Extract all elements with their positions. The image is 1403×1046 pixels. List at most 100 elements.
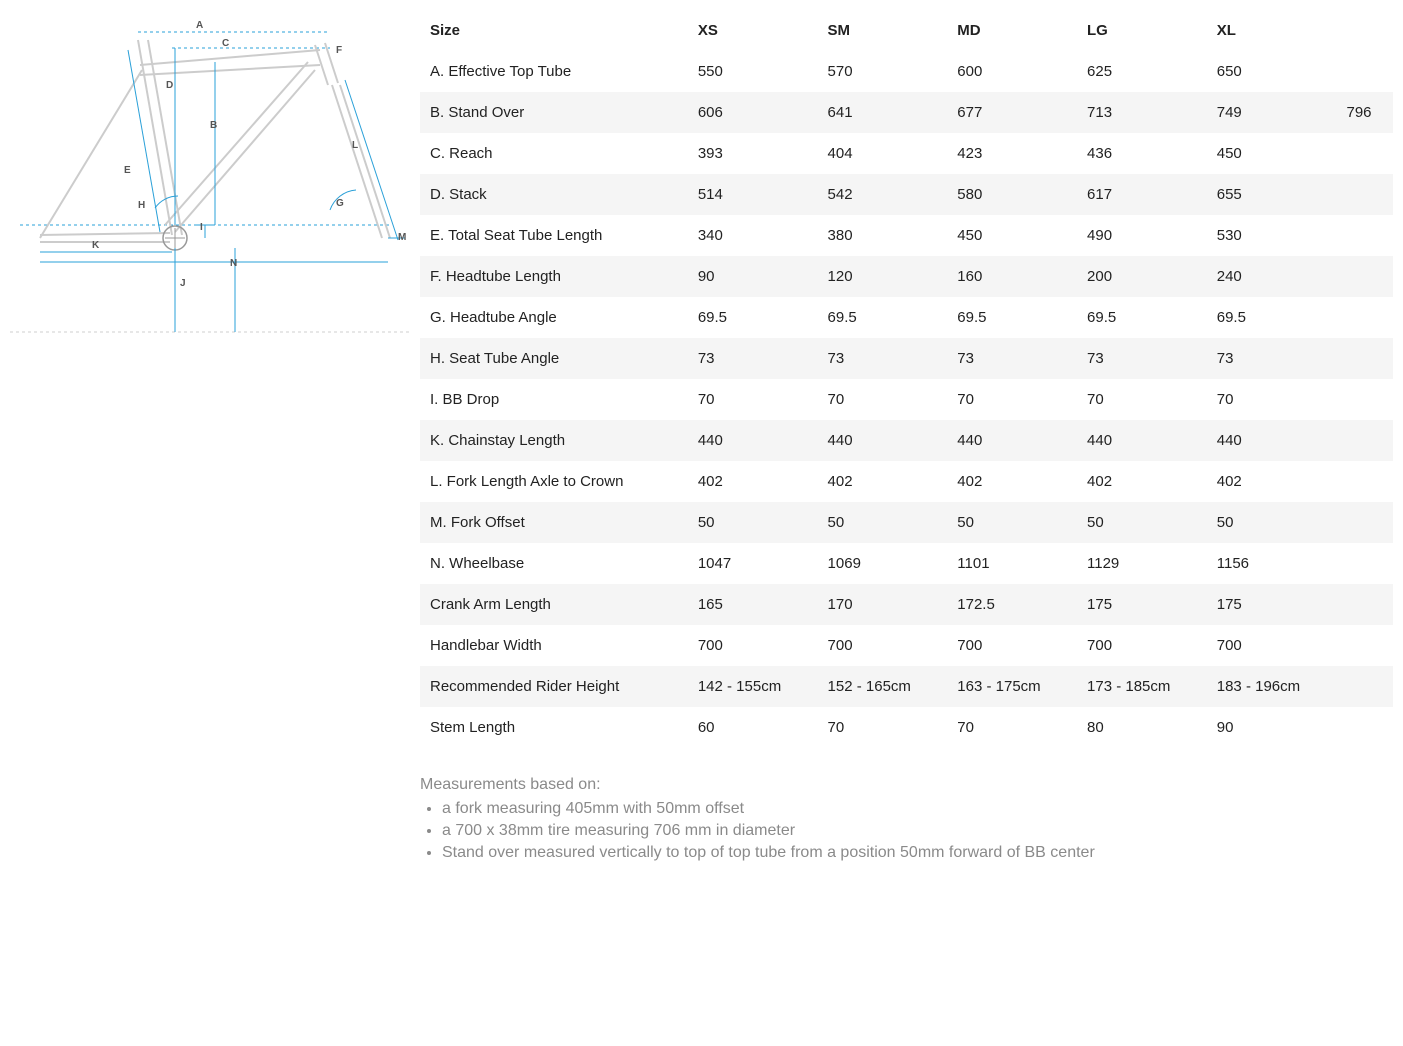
table-cell: 1069 <box>818 543 948 584</box>
table-cell <box>1336 707 1393 748</box>
table-cell: 70 <box>1077 379 1207 420</box>
table-cell: 120 <box>818 256 948 297</box>
table-cell: F. Headtube Length <box>420 256 688 297</box>
table-cell: 542 <box>818 174 948 215</box>
table-cell: 402 <box>688 461 818 502</box>
table-cell: 380 <box>818 215 948 256</box>
table-cell <box>1336 502 1393 543</box>
diagram-label-D: D <box>166 80 173 91</box>
table-cell: 70 <box>947 379 1077 420</box>
table-cell: 530 <box>1207 215 1337 256</box>
table-cell: Handlebar Width <box>420 625 688 666</box>
table-cell: M. Fork Offset <box>420 502 688 543</box>
table-cell: 172.5 <box>947 584 1077 625</box>
table-row: Recommended Rider Height142 - 155cm152 -… <box>420 666 1393 707</box>
col-lg: LG <box>1077 10 1207 51</box>
table-cell <box>1336 379 1393 420</box>
table-cell: 700 <box>688 625 818 666</box>
table-cell: 69.5 <box>947 297 1077 338</box>
table-row: Handlebar Width700700700700700 <box>420 625 1393 666</box>
table-row: C. Reach393404423436450 <box>420 133 1393 174</box>
table-cell: 570 <box>818 51 948 92</box>
table-cell: I. BB Drop <box>420 379 688 420</box>
table-cell: 73 <box>1207 338 1337 379</box>
table-cell <box>1336 543 1393 584</box>
table-cell: C. Reach <box>420 133 688 174</box>
table-row: D. Stack514542580617655 <box>420 174 1393 215</box>
table-row: H. Seat Tube Angle7373737373 <box>420 338 1393 379</box>
table-cell: 713 <box>1077 92 1207 133</box>
table-cell: 749 <box>1207 92 1337 133</box>
table-cell: K. Chainstay Length <box>420 420 688 461</box>
diagram-label-N: N <box>230 258 237 269</box>
table-cell: 402 <box>947 461 1077 502</box>
table-cell <box>1336 256 1393 297</box>
table-cell: 580 <box>947 174 1077 215</box>
diagram-label-F: F <box>336 45 342 56</box>
table-cell: 70 <box>947 707 1077 748</box>
measurement-notes: Measurements based on: a fork measuring … <box>420 776 1393 862</box>
table-row: F. Headtube Length90120160200240 <box>420 256 1393 297</box>
table-cell: 163 - 175cm <box>947 666 1077 707</box>
frame-diagram-svg <box>10 10 410 340</box>
table-cell: 393 <box>688 133 818 174</box>
diagram-label-E: E <box>124 165 131 176</box>
table-cell: 440 <box>818 420 948 461</box>
table-cell: 160 <box>947 256 1077 297</box>
table-cell: 700 <box>1077 625 1207 666</box>
table-cell: 625 <box>1077 51 1207 92</box>
table-row: K. Chainstay Length440440440440440 <box>420 420 1393 461</box>
table-row: G. Headtube Angle69.569.569.569.569.5 <box>420 297 1393 338</box>
table-cell: 402 <box>818 461 948 502</box>
table-cell: 152 - 165cm <box>818 666 948 707</box>
table-cell <box>1336 420 1393 461</box>
table-cell: 50 <box>688 502 818 543</box>
table-row: N. Wheelbase10471069110111291156 <box>420 543 1393 584</box>
table-cell <box>1336 625 1393 666</box>
table-cell: 69.5 <box>1077 297 1207 338</box>
table-cell: H. Seat Tube Angle <box>420 338 688 379</box>
table-row: E. Total Seat Tube Length340380450490530 <box>420 215 1393 256</box>
table-cell: 175 <box>1077 584 1207 625</box>
table-row: Crank Arm Length165170172.5175175 <box>420 584 1393 625</box>
diagram-label-G: G <box>336 198 344 209</box>
table-cell: 600 <box>947 51 1077 92</box>
diagram-label-C: C <box>222 38 229 49</box>
table-row: I. BB Drop7070707070 <box>420 379 1393 420</box>
note-item: a 700 x 38mm tire measuring 706 mm in di… <box>442 822 1393 840</box>
col-xs: XS <box>688 10 818 51</box>
table-cell: 677 <box>947 92 1077 133</box>
table-cell: 402 <box>1207 461 1337 502</box>
table-cell: 514 <box>688 174 818 215</box>
table-cell: 69.5 <box>818 297 948 338</box>
table-cell: 402 <box>1077 461 1207 502</box>
table-cell: 606 <box>688 92 818 133</box>
table-cell: 50 <box>818 502 948 543</box>
geometry-diagram: A B C D E F G H I J K L M N <box>10 10 410 340</box>
table-cell: 700 <box>947 625 1077 666</box>
geometry-table: Size XS SM MD LG XL A. Effective Top Tub… <box>420 10 1393 748</box>
table-cell: 170 <box>818 584 948 625</box>
table-cell: Recommended Rider Height <box>420 666 688 707</box>
table-cell: 796 <box>1336 92 1393 133</box>
table-cell <box>1336 51 1393 92</box>
table-cell: 240 <box>1207 256 1337 297</box>
table-cell: 165 <box>688 584 818 625</box>
table-cell: Crank Arm Length <box>420 584 688 625</box>
table-cell <box>1336 215 1393 256</box>
table-header-row: Size XS SM MD LG XL <box>420 10 1393 51</box>
table-cell: 70 <box>818 707 948 748</box>
table-cell: 200 <box>1077 256 1207 297</box>
table-row: M. Fork Offset5050505050 <box>420 502 1393 543</box>
table-cell: 90 <box>688 256 818 297</box>
table-cell: 700 <box>1207 625 1337 666</box>
table-cell: E. Total Seat Tube Length <box>420 215 688 256</box>
table-cell: 641 <box>818 92 948 133</box>
table-cell: 1047 <box>688 543 818 584</box>
table-cell: 440 <box>688 420 818 461</box>
diagram-label-B: B <box>210 120 217 131</box>
table-cell: 73 <box>688 338 818 379</box>
table-cell: 73 <box>947 338 1077 379</box>
col-extra <box>1336 10 1393 51</box>
table-cell: B. Stand Over <box>420 92 688 133</box>
